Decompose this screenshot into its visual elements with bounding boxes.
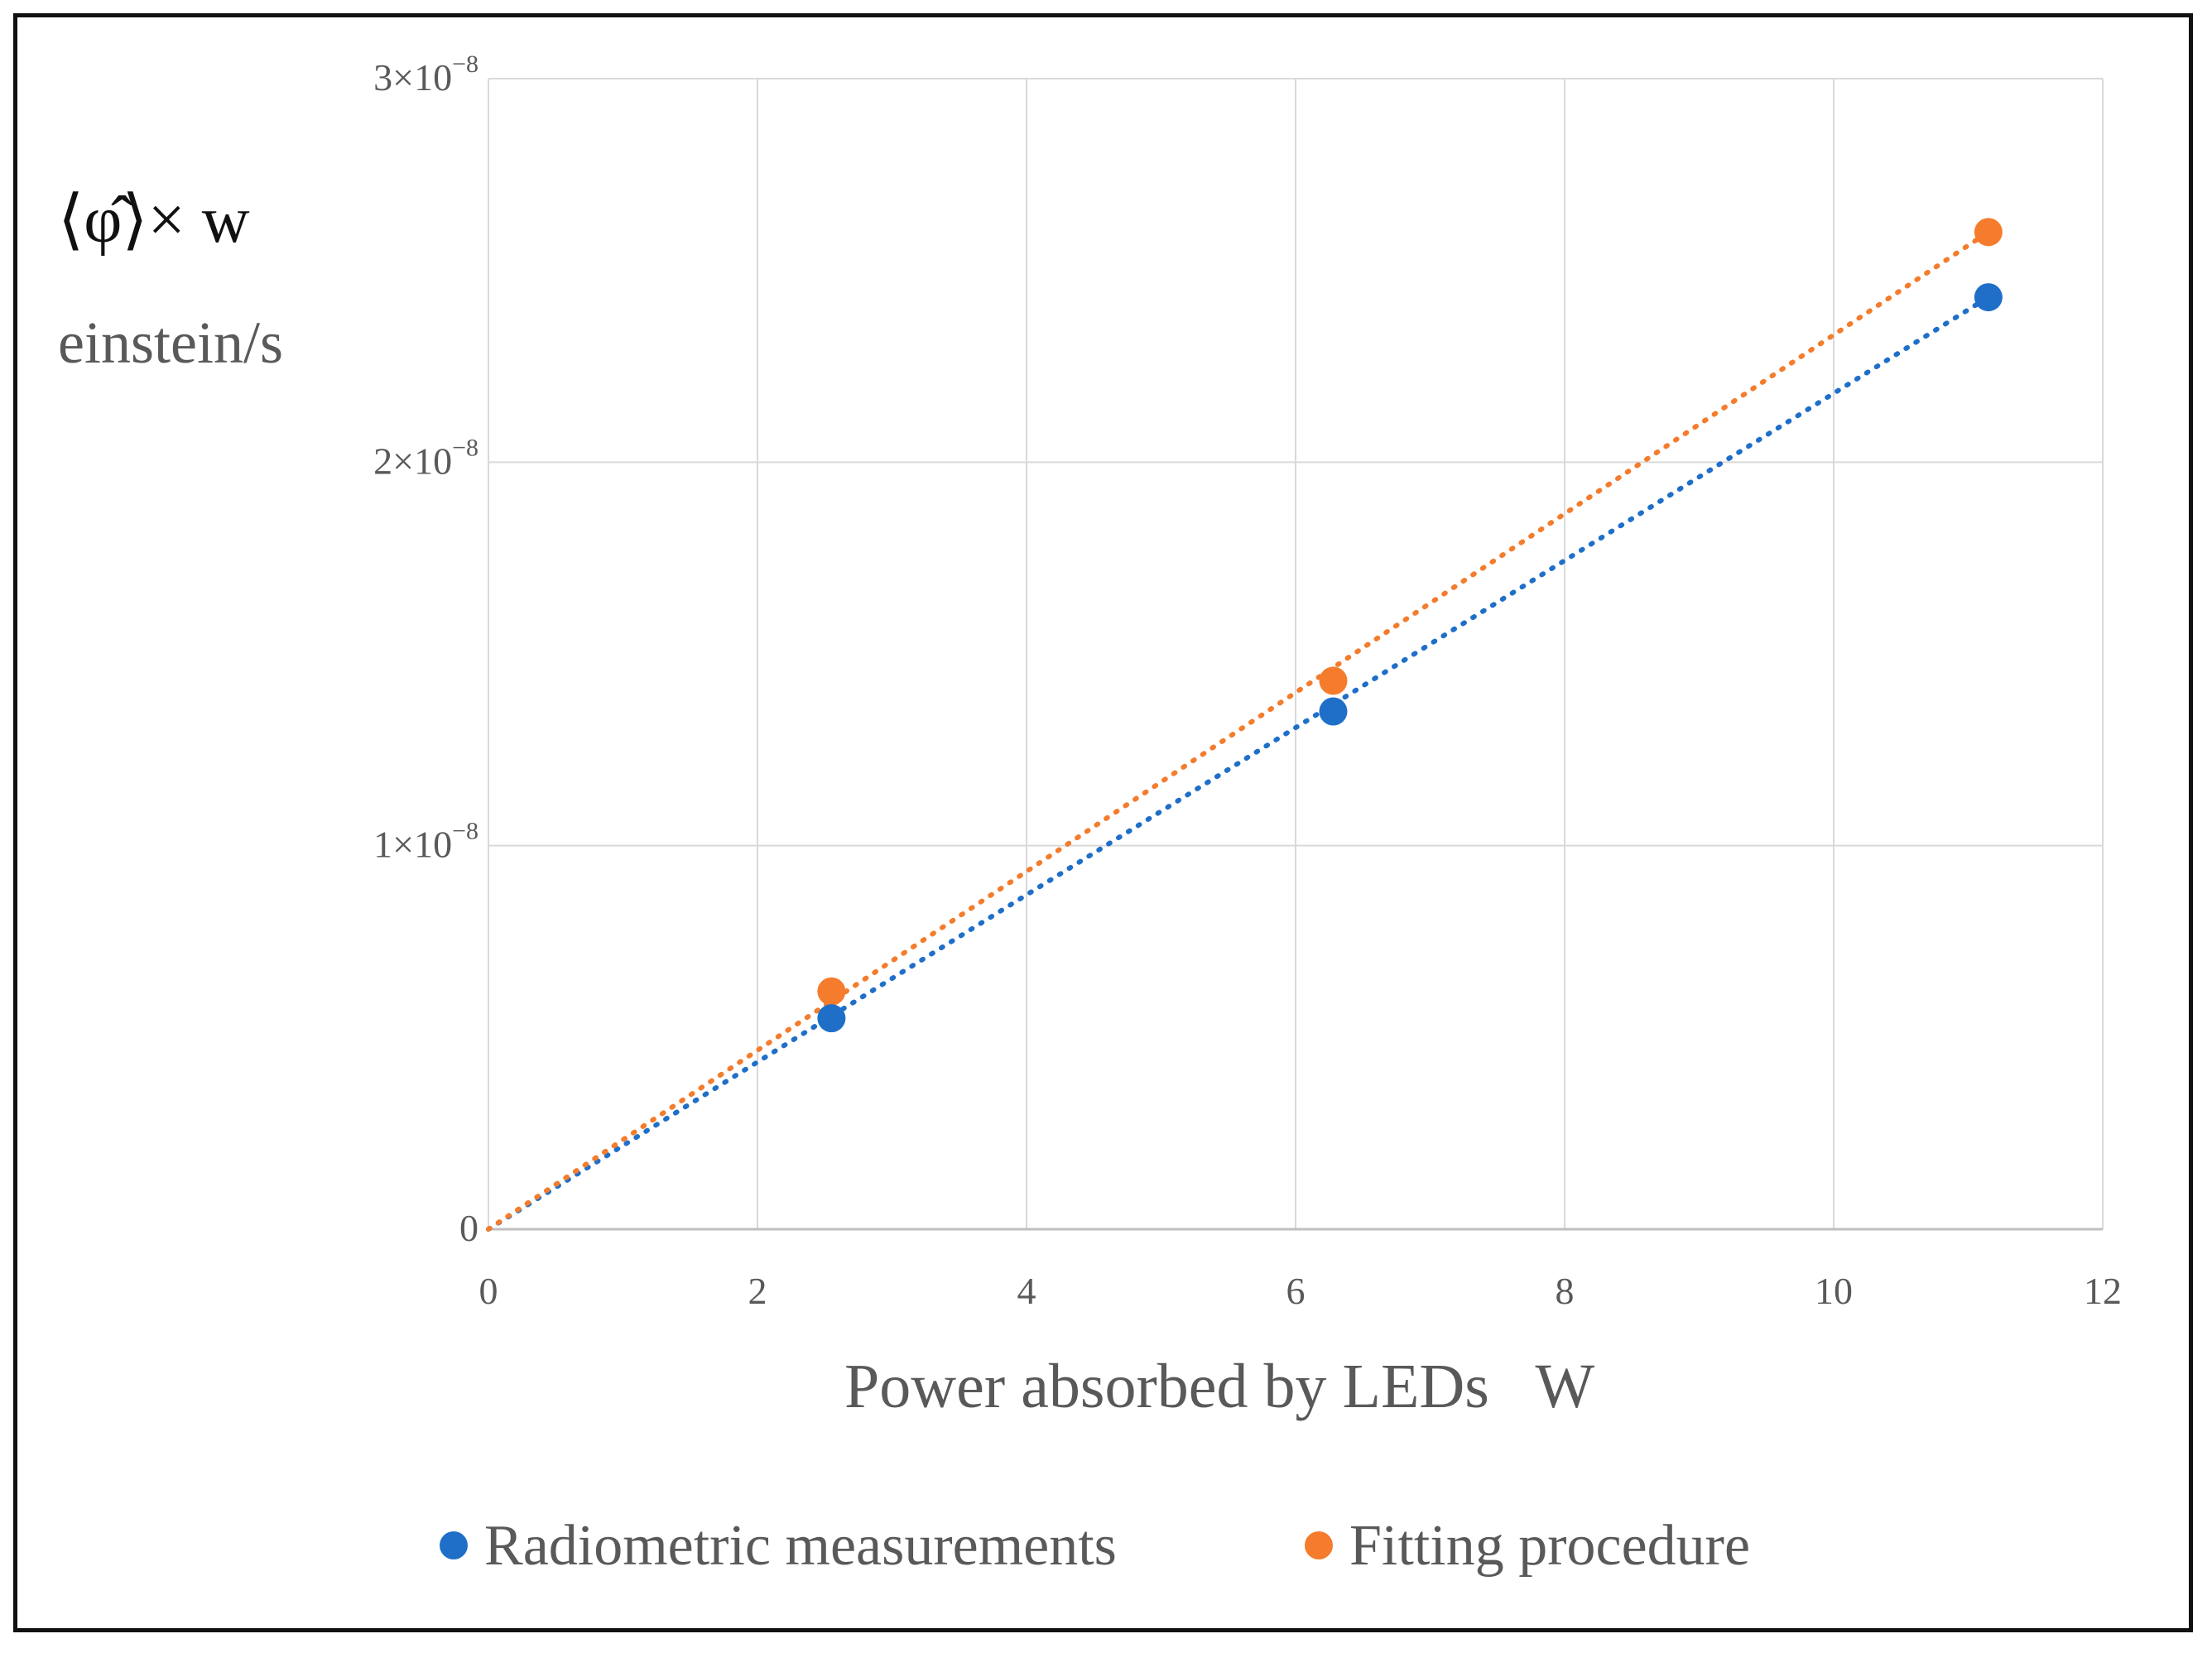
x-tick-label: 0 [479, 1270, 498, 1312]
y-tick-labels: 0 1×10−8 2×10−8 3×10−8 [373, 50, 478, 1249]
data-point-radiometric [817, 1004, 846, 1033]
x-tick-labels: 0 2 4 6 8 10 12 [479, 1270, 2123, 1312]
x-tick-label: 2 [748, 1270, 767, 1312]
grid [488, 78, 2104, 1230]
data-points [817, 218, 2003, 1033]
trendlines [486, 229, 1991, 1232]
legend-marker-radiometric [440, 1531, 468, 1559]
y-tick-label: 0 [459, 1207, 478, 1249]
y-axis-unit: einstein/s [58, 310, 283, 376]
x-tick-label: 8 [1556, 1270, 1575, 1312]
legend-marker-fitting [1305, 1531, 1333, 1559]
y-tick-label: 1×10−8 [373, 818, 478, 866]
figure-frame [13, 13, 2193, 1632]
data-point-fitting [817, 977, 846, 1006]
y-tick-label: 2×10−8 [373, 434, 478, 482]
data-point-fitting [1974, 218, 2003, 247]
x-axis-label: Power absorbed by LEDs W [844, 1352, 1594, 1421]
trendline-radiometric [486, 295, 1991, 1232]
y-axis-symbol: ⟨φ̂⟩× w [58, 184, 250, 257]
legend: Radiometric measurements Fitting procedu… [440, 1514, 1750, 1578]
data-point-fitting [1319, 666, 1348, 695]
x-tick-label: 10 [1815, 1270, 1853, 1312]
legend-label-fitting: Fitting procedure [1349, 1514, 1750, 1578]
x-tick-label: 6 [1286, 1270, 1306, 1312]
legend-label-radiometric: Radiometric measurements [484, 1514, 1117, 1578]
x-tick-label: 4 [1017, 1270, 1036, 1312]
y-tick-label: 3×10−8 [373, 50, 478, 99]
trendline-fitting [486, 229, 1991, 1232]
data-point-radiometric [1974, 283, 2003, 312]
data-point-radiometric [1319, 697, 1348, 726]
x-tick-label: 12 [2084, 1270, 2122, 1312]
